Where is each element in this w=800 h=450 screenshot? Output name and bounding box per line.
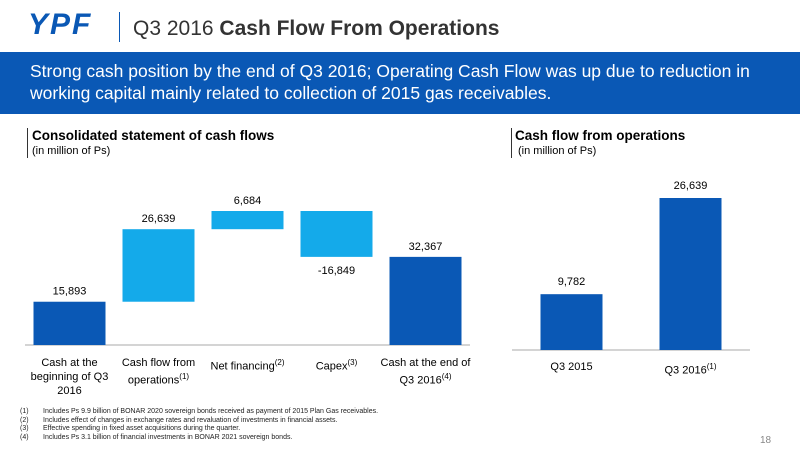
x-tick-label: Q3 2016(1) [636,360,746,378]
bar [540,294,603,350]
chart-title: Cash flow from operations [515,128,686,143]
x-tick-label: Capex(3) [291,356,383,374]
chart-subtitle: (in million of Ps) [518,145,597,157]
chart-title: Consolidated statement of cash flows [32,128,275,143]
category-note: (3) [347,358,358,367]
title-rule [511,128,512,158]
footnote: (3) Effective spending in fixed asset acq… [20,425,378,434]
x-tick-label: Cash flow from operations(1) [113,356,205,388]
separator [119,12,120,42]
value-label: 15,893 [53,286,87,298]
footnote: (2) Includes effect of changes in exchang… [20,417,378,426]
footnote-text: Includes Ps 3.1 billion of financial inv… [43,433,293,441]
title-rule [27,128,28,158]
footnote-mark: (1) [20,408,29,415]
category: Q3 2016 [664,364,707,377]
value-label: 9,782 [558,276,586,288]
category-note: (1) [179,372,190,381]
x-tick-label: Cash at the beginning of Q3 2016 [24,356,116,398]
title-bold: Cash Flow From Operations [219,17,500,40]
footnote-mark: (2) [20,416,29,424]
category: Cash flow from operations [121,357,196,387]
category: Net financing [210,360,275,373]
x-tick-label: Net financing(2) [202,356,294,374]
category-note: (4) [441,372,452,381]
slide-title: Q3 2016 Cash Flow From Operations [133,17,499,41]
footnote-text: Includes effect of changes in exchange r… [43,416,338,424]
footnotes: (1) Includes Ps 9.9 billion of BONAR 2020… [20,408,378,442]
x-tick-label: Cash at the end of Q3 2016(4) [380,356,472,388]
value-label: 26,639 [674,180,708,192]
category: Cash at the beginning of Q3 2016 [30,357,109,397]
category-note: (1) [706,362,717,371]
value-label: 32,367 [409,241,443,253]
bar [389,256,462,345]
bar [122,229,195,302]
value-label: 26,639 [142,213,176,225]
bar [33,301,106,345]
bar [659,198,722,350]
category: Capex [315,360,348,373]
value-label: -16,849 [318,265,355,277]
category: Cash at the end of Q3 2016 [380,357,471,387]
value-label: 6,684 [234,195,262,207]
banner-text: Strong cash position by the end of Q3 20… [30,61,750,103]
category-note: (2) [274,358,285,367]
banner: Strong cash position by the end of Q3 20… [0,52,800,114]
title-prefix: Q3 2016 [133,17,214,40]
category: Q3 2015 [550,361,593,373]
bar [300,211,373,257]
footnote-mark: (4) [20,433,29,441]
bar [211,211,284,230]
footnote: (1) Includes Ps 9.9 billion of BONAR 2020… [20,408,378,417]
page-number: 18 [760,435,772,446]
footnote-text: Effective spending in fixed asset acquis… [43,425,241,433]
footnote-text: Includes Ps 9.9 billion of BONAR 2020 so… [43,408,379,415]
footnote-mark: (3) [20,425,29,433]
footnote: (4) Includes Ps 3.1 billion of financial … [20,434,378,443]
logo: YPF [28,8,93,41]
chart-subtitle: (in million of Ps) [32,145,111,157]
x-tick-label: Q3 2015 [517,360,627,374]
